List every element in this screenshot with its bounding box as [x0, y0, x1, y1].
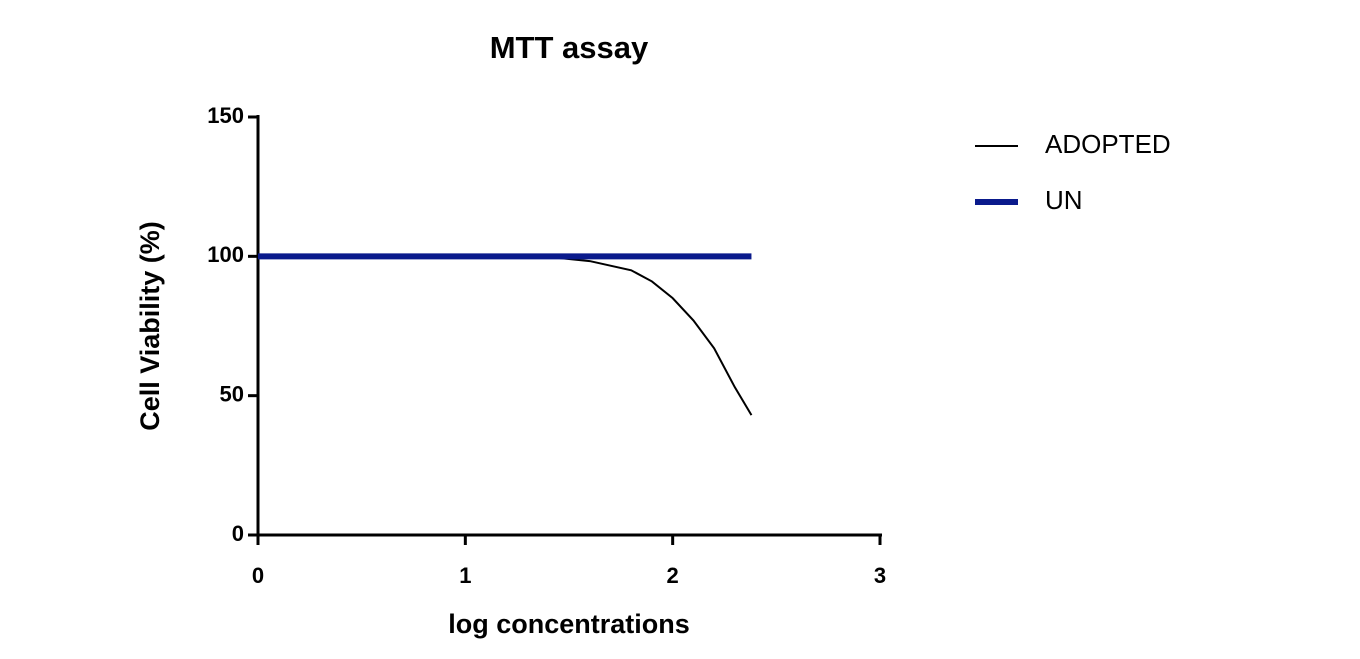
- x-tick-label: 3: [874, 563, 886, 588]
- y-tick-label: 100: [207, 242, 244, 267]
- x-axis-title: log concentrations: [448, 609, 690, 639]
- series-line: [258, 255, 753, 416]
- x-tick-label: 2: [667, 563, 679, 588]
- chart-title: MTT assay: [490, 30, 649, 65]
- y-tick-label: 0: [232, 521, 244, 546]
- y-tick-label: 50: [220, 381, 244, 406]
- x-tick-label: 1: [459, 563, 471, 588]
- x-tick-label: 0: [252, 563, 264, 588]
- legend-label: ADOPTED: [1045, 129, 1171, 159]
- legend-label: UN: [1045, 185, 1083, 215]
- y-tick-label: 150: [207, 103, 244, 128]
- y-axis-title: Cell Viability (%): [135, 221, 165, 431]
